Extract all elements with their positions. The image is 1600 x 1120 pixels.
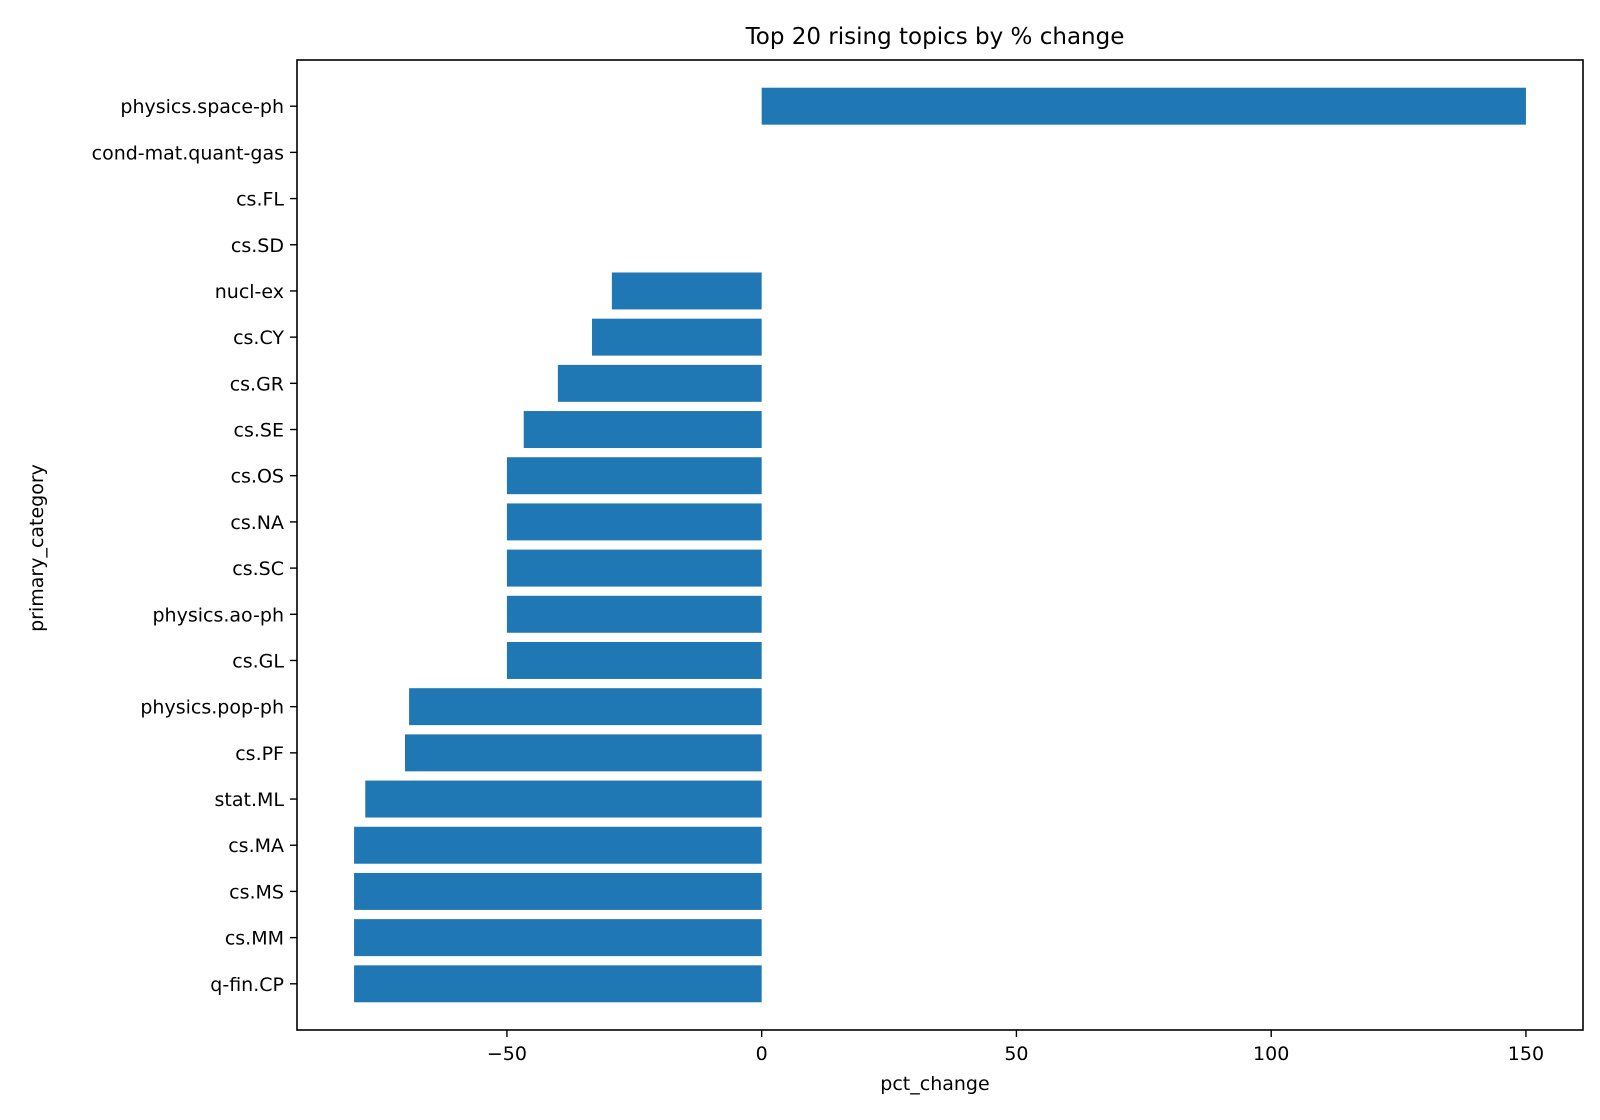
x-tick-label: 150 [1508,1043,1544,1065]
y-tick-label: cs.SD [231,235,284,257]
y-tick-label: physics.pop-ph [140,697,284,719]
y-tick-label: cs.PF [235,743,284,765]
y-tick-label: cond-mat.quant-gas [92,142,284,164]
y-tick-label: cs.SC [232,558,284,580]
x-axis-label: pct_change [880,1073,989,1095]
y-tick-label: cs.GL [232,650,284,672]
y-tick-label: cs.GR [230,373,284,395]
y-tick-label: cs.FL [236,189,284,211]
bar-cs-mm [354,919,762,957]
bar-cs-na [506,503,762,541]
bar-cs-se [523,411,762,448]
y-tick-label: cs.NA [230,512,284,534]
x-tick-label: 0 [756,1043,768,1065]
bars-group [354,87,1526,1003]
bar-physics-ao-ph [506,595,762,633]
y-tick-label: nucl-ex [215,281,284,303]
y-tick-label: cs.MA [228,835,284,857]
y-tick-label: cs.OS [231,466,284,488]
y-tick-label: cs.SE [234,420,284,442]
y-tick-label: physics.space-ph [120,96,284,118]
x-tick-label: 100 [1253,1043,1289,1065]
bar-cs-ms [354,872,762,910]
bar-cs-sc [506,549,762,587]
y-tick-label: cs.MM [225,928,284,950]
x-tick-label: 50 [1004,1043,1028,1065]
chart-title: Top 20 rising topics by % change [745,24,1125,50]
x-axis: −50 0 50 100 150 [487,1030,1544,1065]
y-tick-label: physics.ao-ph [153,604,285,626]
bar-stat-ml [365,780,762,818]
bar-physics-pop-ph [409,688,762,726]
y-axis: physics.space-ph cond-mat.quant-gas cs.FL c… [92,96,297,996]
y-tick-label: stat.ML [215,789,285,811]
bar-q-fin-cp [354,965,762,1003]
bar-cs-pf [405,734,762,772]
y-axis-label: primary_category [26,464,48,632]
bar-cs-os [506,457,762,495]
bar-physics-space-ph [761,87,1526,125]
y-tick-label: cs.CY [233,327,284,349]
bar-cs-gl [506,642,762,679]
bar-cs-cy [592,318,762,356]
y-tick-label: cs.MS [229,881,284,903]
x-tick-label: −50 [487,1043,527,1065]
y-tick-label: q-fin.CP [210,974,284,996]
bar-cs-gr [557,364,762,402]
bar-cs-ma [354,826,762,864]
bar-nucl-ex [611,272,762,310]
plot-frame [296,59,1584,1031]
